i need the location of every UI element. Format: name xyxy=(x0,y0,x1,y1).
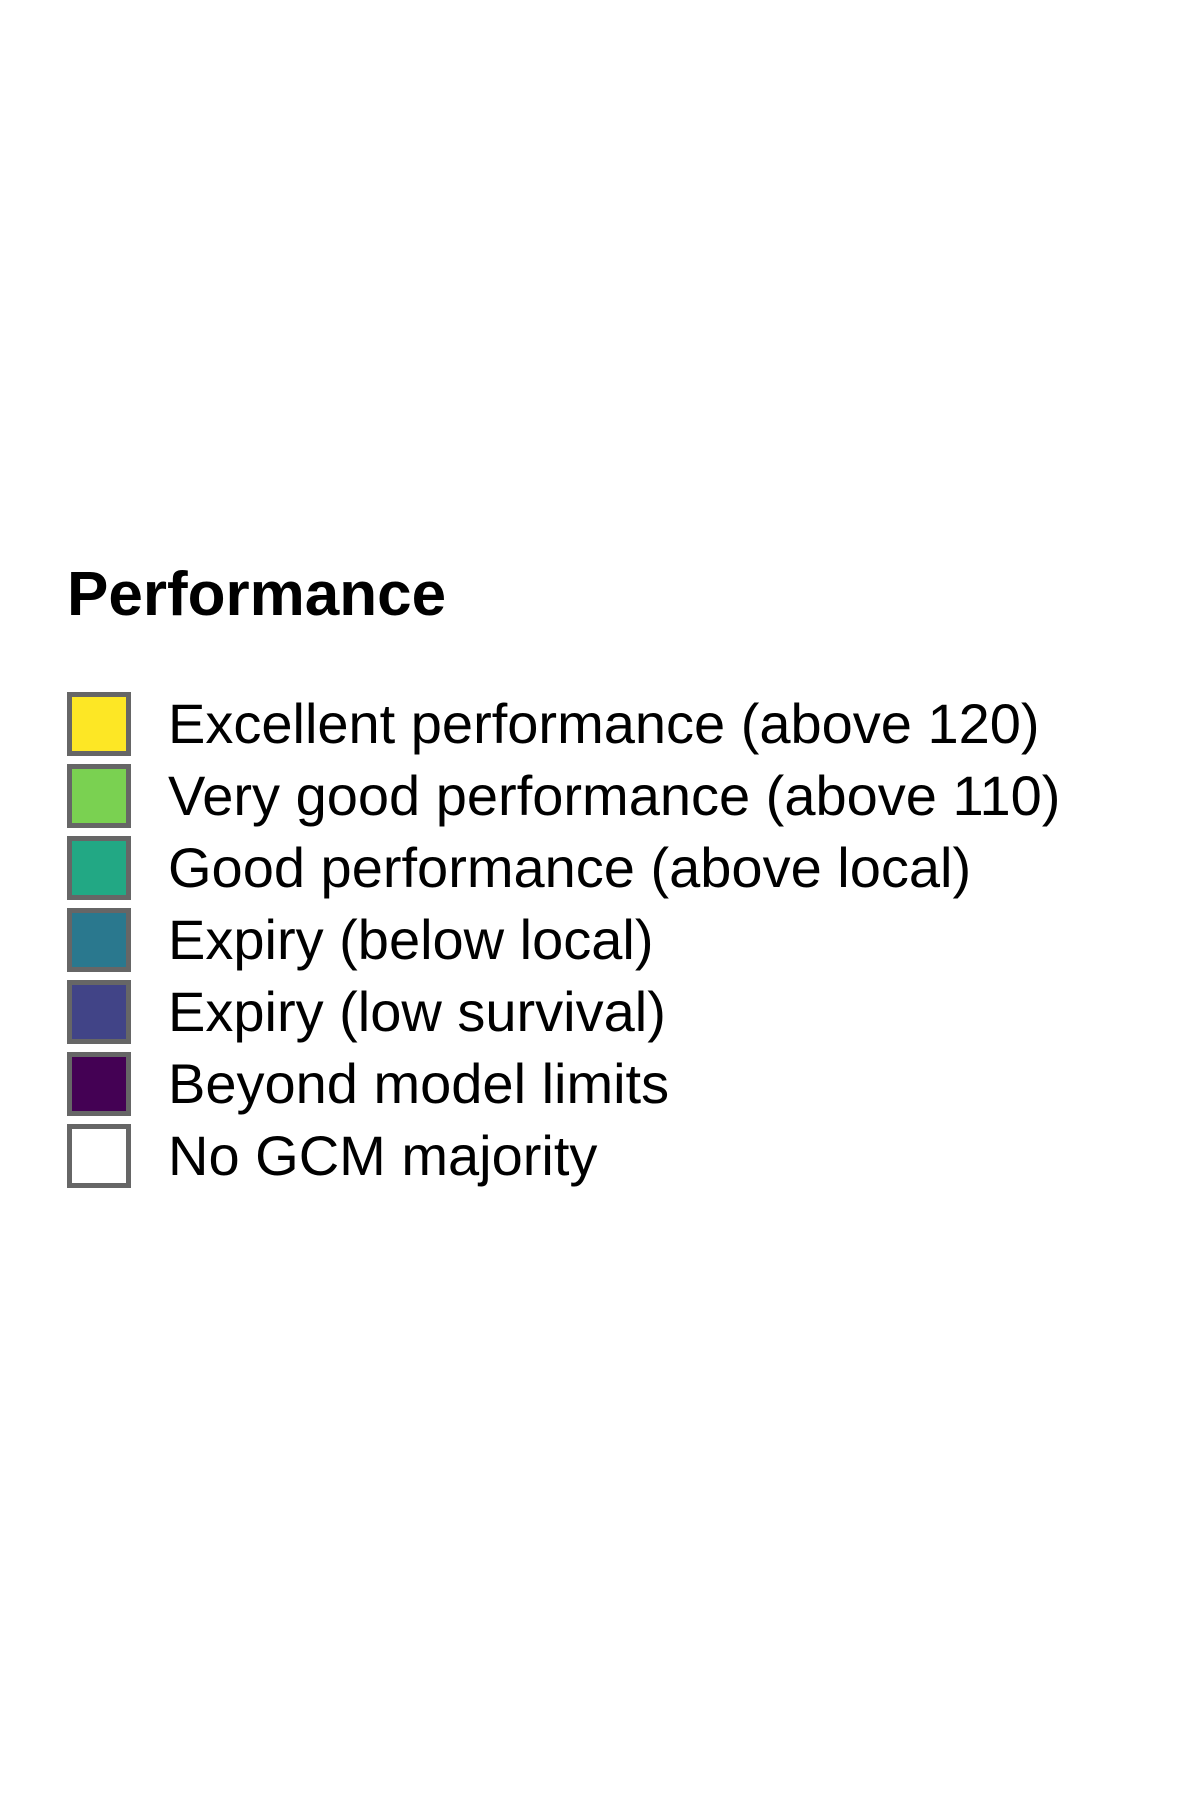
legend-swatch-excellent xyxy=(67,692,131,756)
legend-label-expiry-below-local: Expiry (below local) xyxy=(168,908,654,971)
legend-label-very-good: Very good performance (above 110) xyxy=(168,764,1061,827)
performance-legend: Performance Excellent performance (above… xyxy=(67,560,1167,1192)
legend-swatch-very-good xyxy=(67,764,131,828)
legend-swatch-expiry-below-local xyxy=(67,908,131,972)
legend-item-beyond-model-limits: Beyond model limits xyxy=(67,1048,1167,1120)
legend-item-expiry-below-local: Expiry (below local) xyxy=(67,904,1167,976)
legend-item-good: Good performance (above local) xyxy=(67,832,1167,904)
legend-label-excellent: Excellent performance (above 120) xyxy=(168,692,1040,755)
legend-swatch-expiry-low-survival xyxy=(67,980,131,1044)
legend-item-excellent: Excellent performance (above 120) xyxy=(67,688,1167,760)
legend-item-very-good: Very good performance (above 110) xyxy=(67,760,1167,832)
legend-label-beyond-model-limits: Beyond model limits xyxy=(168,1052,670,1115)
legend-title: Performance xyxy=(67,560,447,629)
legend-swatch-beyond-model-limits xyxy=(67,1052,131,1116)
legend-items: Excellent performance (above 120) Very g… xyxy=(67,688,1167,1192)
legend-label-expiry-low-survival: Expiry (low survival) xyxy=(168,980,666,1043)
legend-swatch-good xyxy=(67,836,131,900)
legend-item-expiry-low-survival: Expiry (low survival) xyxy=(67,976,1167,1048)
legend-item-no-gcm-majority: No GCM majority xyxy=(67,1120,1167,1192)
legend-label-no-gcm-majority: No GCM majority xyxy=(168,1124,598,1187)
legend-label-good: Good performance (above local) xyxy=(168,836,972,899)
legend-swatch-no-gcm-majority xyxy=(67,1124,131,1188)
